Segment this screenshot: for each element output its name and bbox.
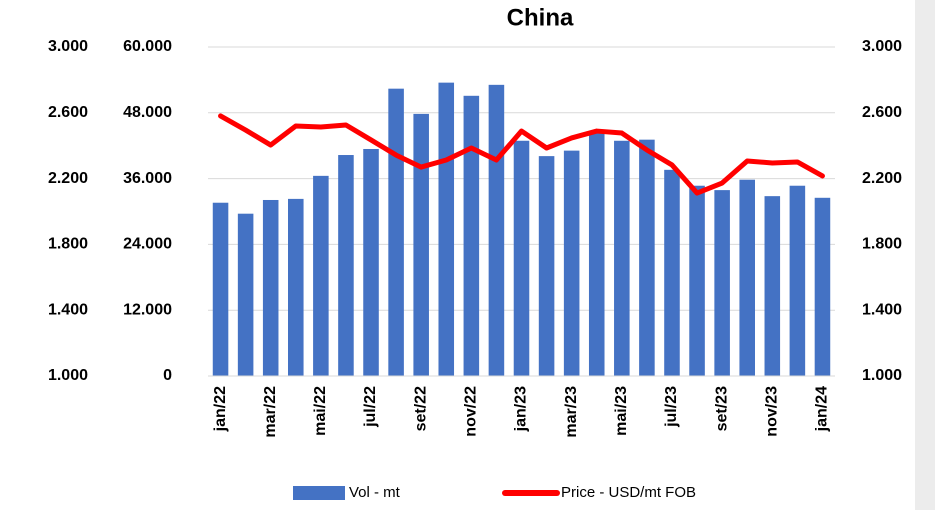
y2-tick-label: 2.600 [862, 104, 902, 121]
y2-tick-label: 2.200 [862, 170, 902, 187]
bar [388, 88, 404, 376]
y2-tick-label: 1.000 [862, 367, 902, 384]
bar [363, 148, 379, 376]
bar [764, 196, 781, 376]
y2-tick-label: 1.400 [862, 301, 902, 318]
bar [563, 150, 580, 376]
bar [689, 185, 705, 376]
chart-title: China [507, 4, 574, 31]
bar [664, 169, 680, 376]
y2-tick-label-left: 3.000 [48, 38, 88, 55]
bar [212, 202, 229, 376]
side-panel [915, 0, 935, 510]
bar [413, 113, 429, 376]
bar [588, 133, 605, 376]
x-tick-label: jan/23 [513, 386, 530, 432]
y-tick-label: 60.000 [123, 38, 172, 55]
bar [438, 82, 455, 377]
y2-tick-label: 1.800 [862, 236, 902, 253]
y-tick-label: 48.000 [123, 104, 172, 121]
bar [262, 199, 279, 376]
bar [237, 213, 254, 376]
x-tick-label: jan/24 [814, 386, 831, 432]
bar [488, 84, 505, 377]
y2-tick-label-left: 2.200 [48, 170, 88, 187]
y-tick-label: 0 [163, 367, 172, 384]
y-tick-label: 12.000 [123, 301, 172, 318]
bar [639, 139, 655, 376]
y-tick-label: 36.000 [123, 170, 172, 187]
x-tick-label: mar/22 [262, 386, 279, 438]
x-tick-label: mai/23 [613, 386, 630, 436]
x-tick-label: set/23 [713, 386, 730, 431]
bar [288, 198, 304, 376]
y2-tick-label-left: 2.600 [48, 104, 88, 121]
bar [614, 140, 630, 376]
bar [313, 175, 329, 376]
bar [338, 155, 354, 376]
y2-tick-label-left: 1.800 [48, 236, 88, 253]
legend-swatch [293, 486, 345, 500]
x-tick-label: mar/23 [563, 386, 580, 438]
legend-label: Vol - mt [349, 484, 401, 501]
x-tick-label: jul/23 [663, 386, 680, 428]
y-tick-label: 24.000 [123, 236, 172, 253]
y2-tick-label-left: 1.000 [48, 367, 88, 384]
x-tick-label: jul/22 [362, 386, 379, 428]
bar [814, 197, 831, 376]
x-tick-label: mai/22 [312, 386, 329, 436]
y2-tick-label-left: 1.400 [48, 301, 88, 318]
x-tick-label: nov/22 [463, 386, 480, 437]
x-tick-label: set/22 [412, 386, 429, 431]
bar [538, 156, 555, 376]
y2-tick-label: 3.000 [862, 38, 902, 55]
legend-label: Price - USD/mt FOB [561, 484, 696, 501]
bar [513, 140, 530, 376]
bar [463, 95, 480, 376]
bar [789, 185, 806, 376]
bar [739, 179, 755, 376]
line [218, 113, 825, 196]
x-tick-label: jan/22 [212, 386, 229, 432]
x-tick-label: nov/23 [764, 386, 781, 437]
bar [714, 190, 730, 376]
